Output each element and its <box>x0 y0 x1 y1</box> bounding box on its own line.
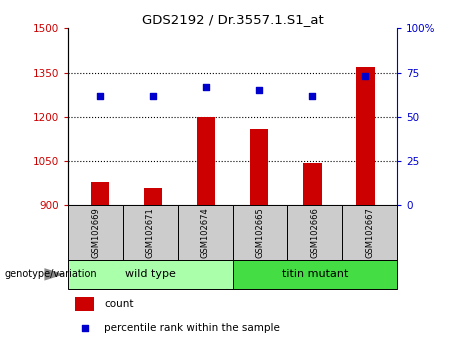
Text: GSM102674: GSM102674 <box>201 207 210 258</box>
Title: GDS2192 / Dr.3557.1.S1_at: GDS2192 / Dr.3557.1.S1_at <box>142 13 323 26</box>
Bar <box>91 182 109 205</box>
Polygon shape <box>44 268 64 280</box>
Text: percentile rank within the sample: percentile rank within the sample <box>104 323 280 333</box>
Text: wild type: wild type <box>125 269 176 279</box>
Text: titin mutant: titin mutant <box>282 269 348 279</box>
Point <box>361 73 369 79</box>
Point <box>203 84 210 90</box>
Bar <box>342 205 397 260</box>
Bar <box>288 205 342 260</box>
Point <box>255 87 263 93</box>
Text: GSM102665: GSM102665 <box>256 207 265 258</box>
Bar <box>178 205 233 260</box>
Bar <box>233 205 288 260</box>
Bar <box>68 205 123 260</box>
Bar <box>68 260 233 289</box>
Bar <box>197 117 215 205</box>
Bar <box>144 188 162 205</box>
Point <box>149 93 157 98</box>
Bar <box>233 260 397 289</box>
Bar <box>75 297 94 312</box>
Text: GSM102671: GSM102671 <box>146 207 155 258</box>
Point <box>96 93 104 98</box>
Bar <box>123 205 178 260</box>
Text: GSM102669: GSM102669 <box>91 207 100 258</box>
Point <box>308 93 316 98</box>
Text: count: count <box>104 299 134 309</box>
Point <box>81 325 88 331</box>
Bar <box>356 67 375 205</box>
Text: GSM102667: GSM102667 <box>365 207 374 258</box>
Text: genotype/variation: genotype/variation <box>5 269 97 279</box>
Bar <box>303 162 321 205</box>
Text: GSM102666: GSM102666 <box>310 207 320 258</box>
Bar <box>250 129 268 205</box>
